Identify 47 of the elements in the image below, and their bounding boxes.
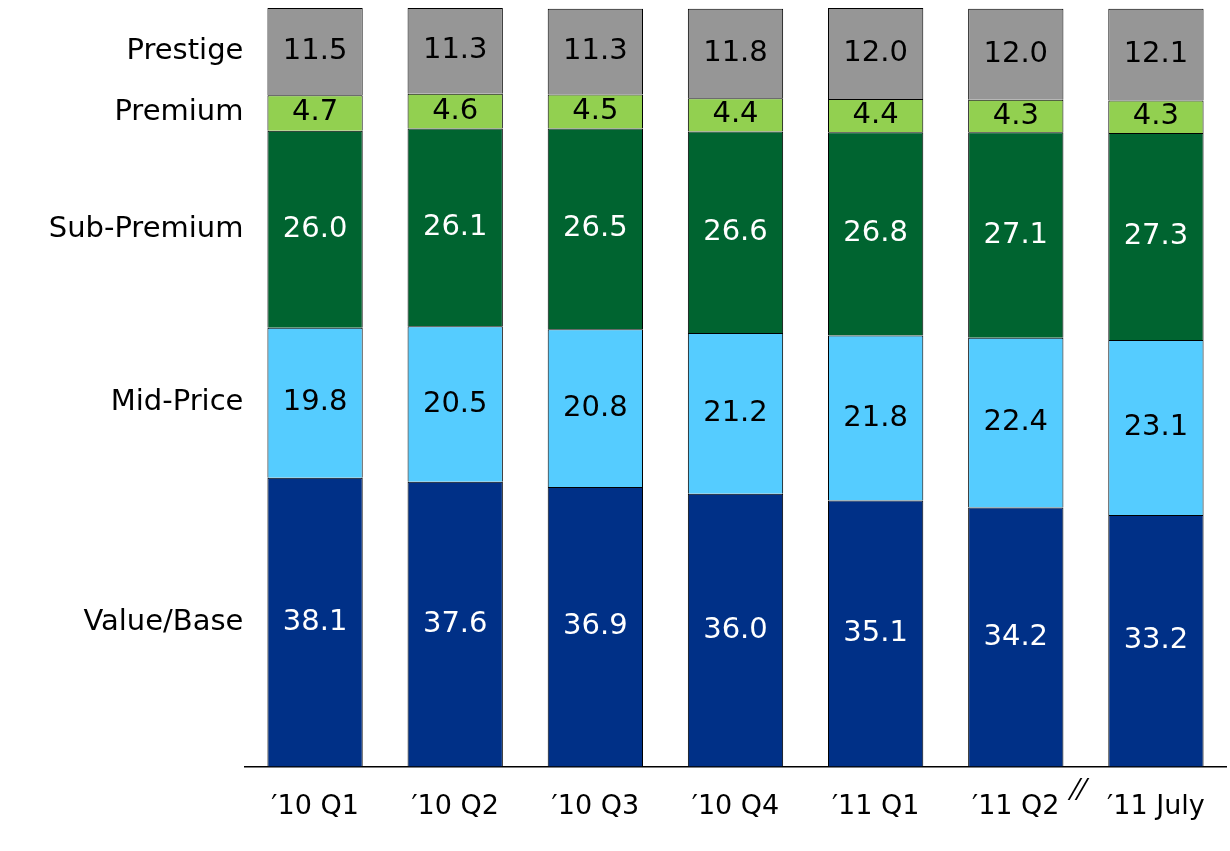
data-label: 4.6 — [432, 91, 479, 126]
data-label: 12.1 — [1123, 35, 1189, 70]
x-tick-label: ′11 Q1 — [831, 788, 920, 820]
series-label: Value/Base — [83, 602, 244, 637]
data-label: 19.8 — [282, 383, 348, 418]
data-label: 12.0 — [983, 34, 1049, 69]
data-label: 21.8 — [843, 398, 908, 433]
data-label: 26.6 — [703, 212, 768, 247]
data-label: 4.4 — [712, 95, 759, 130]
data-label: 27.1 — [983, 215, 1049, 250]
data-label: 12.0 — [843, 34, 908, 68]
data-label: 11.3 — [422, 31, 488, 66]
series-label: Prestige — [126, 32, 244, 67]
series-label: Sub-Premium — [48, 209, 244, 244]
data-label: 37.6 — [422, 604, 488, 639]
data-label: 20.5 — [422, 384, 488, 419]
data-label: 27.3 — [1123, 217, 1189, 252]
x-tick-label: ′11 July — [1107, 788, 1205, 820]
data-label: 21.2 — [703, 393, 768, 428]
x-tick-label: ′10 Q1 — [271, 788, 359, 820]
data-label: 26.8 — [843, 214, 908, 249]
data-label: 34.2 — [983, 617, 1049, 652]
data-label: 33.2 — [1123, 621, 1189, 656]
x-tick-label: ′11 Q2 — [972, 788, 1060, 820]
data-label: 36.0 — [703, 610, 768, 645]
data-label: 38.1 — [282, 602, 348, 637]
data-label: 23.1 — [1123, 408, 1189, 442]
data-label: 4.3 — [992, 96, 1039, 131]
data-label: 4.5 — [572, 91, 619, 126]
data-label: 11.3 — [563, 32, 628, 67]
data-label: 4.3 — [1132, 97, 1179, 132]
series-label: Premium — [114, 93, 244, 128]
data-label: 26.5 — [563, 209, 628, 244]
x-tick-label: ′10 Q3 — [551, 788, 640, 820]
data-label: 4.7 — [292, 93, 339, 128]
x-tick-label: ′10 Q2 — [411, 788, 499, 820]
data-label: 11.8 — [703, 34, 768, 68]
data-label: 11.5 — [282, 32, 348, 67]
data-label: 36.9 — [563, 607, 628, 642]
data-label: 20.8 — [563, 388, 628, 423]
data-label: 26.1 — [422, 207, 488, 242]
data-label: 4.4 — [852, 96, 899, 131]
data-label: 22.4 — [983, 403, 1049, 438]
x-tick-label: ′10 Q4 — [691, 788, 780, 820]
data-label: 35.1 — [843, 614, 908, 649]
series-label: Mid-Price — [110, 383, 244, 418]
data-label: 26.0 — [282, 209, 348, 244]
